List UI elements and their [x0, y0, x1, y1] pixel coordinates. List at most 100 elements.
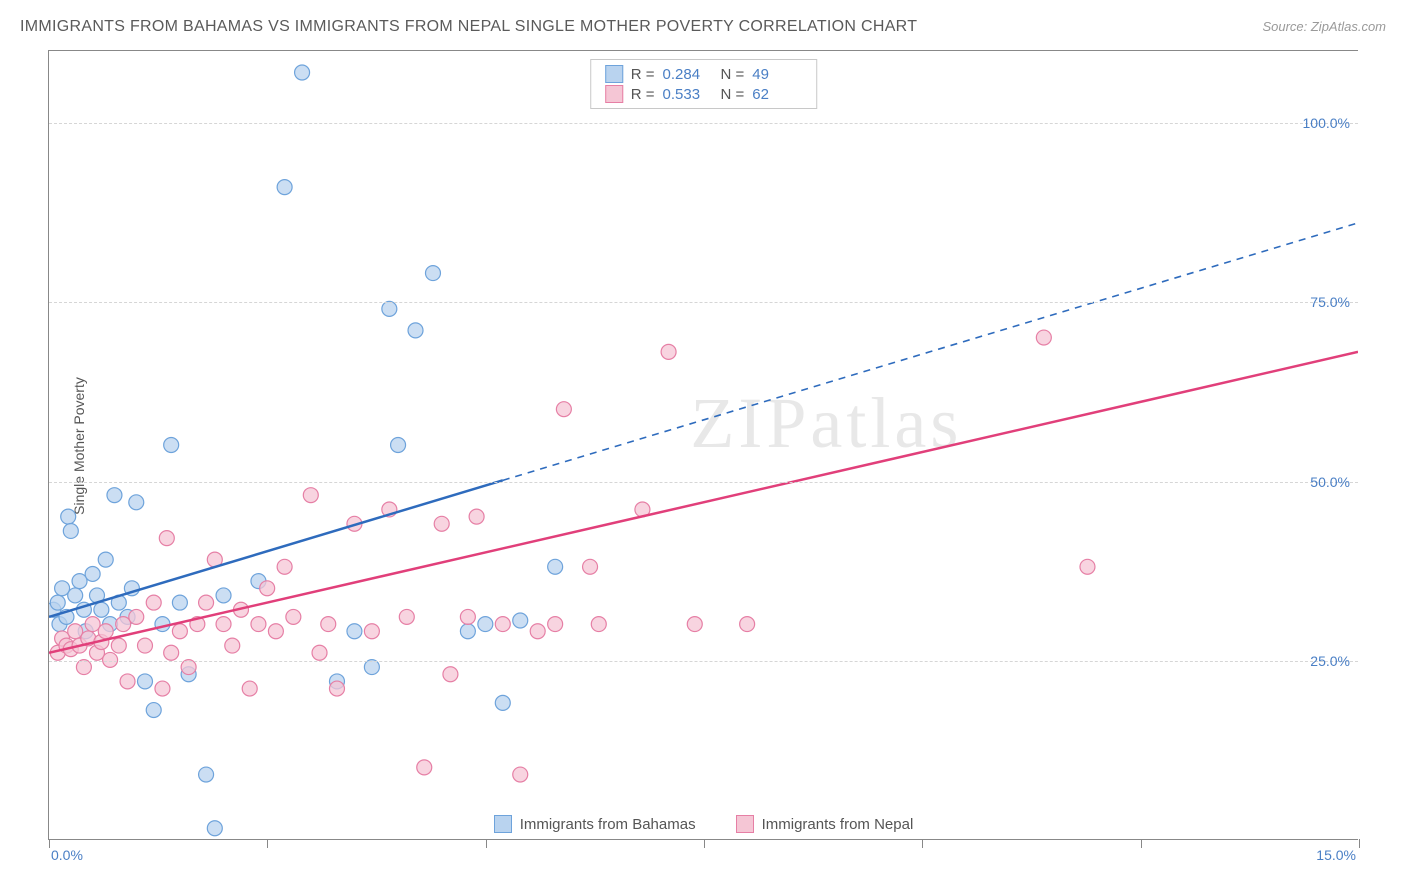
data-point [495, 695, 510, 710]
data-point [107, 488, 122, 503]
chart-plot-area: ZIPatlas R = 0.284 N = 49 R = 0.533 N = … [48, 50, 1358, 840]
swatch-bahamas [494, 815, 512, 833]
r-value-bahamas: 0.284 [663, 66, 713, 83]
data-point [155, 681, 170, 696]
data-point [111, 638, 126, 653]
data-point [478, 617, 493, 632]
data-point [286, 609, 301, 624]
source-attribution: Source: ZipAtlas.com [1262, 19, 1386, 34]
data-point [155, 617, 170, 632]
data-point [548, 617, 563, 632]
data-point [530, 624, 545, 639]
data-point [399, 609, 414, 624]
x-tick [486, 839, 487, 848]
data-point [137, 638, 152, 653]
data-point [159, 531, 174, 546]
data-point [591, 617, 606, 632]
data-point [172, 595, 187, 610]
data-point [408, 323, 423, 338]
data-point [434, 516, 449, 531]
data-point [164, 438, 179, 453]
data-point [85, 566, 100, 581]
data-point [50, 595, 65, 610]
data-point [129, 609, 144, 624]
x-tick [49, 839, 50, 848]
data-point [513, 767, 528, 782]
data-point [94, 602, 109, 617]
data-point [251, 617, 266, 632]
data-point [513, 613, 528, 628]
data-point [460, 624, 475, 639]
data-point [268, 624, 283, 639]
swatch-nepal [605, 85, 623, 103]
data-point [277, 180, 292, 195]
data-point [687, 617, 702, 632]
legend-item-nepal: Immigrants from Nepal [736, 815, 914, 833]
data-point [120, 674, 135, 689]
swatch-nepal [736, 815, 754, 833]
gridline [49, 661, 1358, 662]
data-point [295, 65, 310, 80]
x-axis-max-label: 15.0% [1316, 847, 1356, 863]
data-point [417, 760, 432, 775]
data-point [225, 638, 240, 653]
n-value-nepal: 62 [752, 86, 802, 103]
data-point [129, 495, 144, 510]
chart-title: IMMIGRANTS FROM BAHAMAS VS IMMIGRANTS FR… [20, 18, 917, 36]
trend-line [49, 352, 1358, 653]
data-point [312, 645, 327, 660]
x-tick [267, 839, 268, 848]
data-point [460, 609, 475, 624]
x-tick [704, 839, 705, 848]
data-point [321, 617, 336, 632]
x-tick [1141, 839, 1142, 848]
data-point [98, 624, 113, 639]
data-point [68, 588, 83, 603]
data-point [216, 617, 231, 632]
data-point [98, 552, 113, 567]
x-tick [1359, 839, 1360, 848]
y-tick-label: 100.0% [1303, 115, 1350, 131]
n-value-bahamas: 49 [752, 66, 802, 83]
data-point [61, 509, 76, 524]
series-label-bahamas: Immigrants from Bahamas [520, 816, 696, 833]
x-tick [922, 839, 923, 848]
data-point [583, 559, 598, 574]
legend-row-nepal: R = 0.533 N = 62 [605, 84, 803, 104]
data-point [548, 559, 563, 574]
legend-row-bahamas: R = 0.284 N = 49 [605, 64, 803, 84]
series-label-nepal: Immigrants from Nepal [762, 816, 914, 833]
data-point [382, 301, 397, 316]
data-point [425, 266, 440, 281]
data-point [1036, 330, 1051, 345]
data-point [443, 667, 458, 682]
data-point [556, 402, 571, 417]
data-point [277, 559, 292, 574]
gridline [49, 123, 1358, 124]
legend-item-bahamas: Immigrants from Bahamas [494, 815, 696, 833]
scatter-plot-svg [49, 51, 1358, 839]
data-point [63, 523, 78, 538]
series-legend: Immigrants from Bahamas Immigrants from … [49, 815, 1358, 833]
n-label: N = [721, 66, 745, 83]
r-label: R = [631, 66, 655, 83]
r-label: R = [631, 86, 655, 103]
data-point [303, 488, 318, 503]
y-tick-label: 50.0% [1310, 474, 1350, 490]
data-point [146, 703, 161, 718]
data-point [242, 681, 257, 696]
gridline [49, 302, 1358, 303]
data-point [164, 645, 179, 660]
data-point [740, 617, 755, 632]
data-point [495, 617, 510, 632]
data-point [364, 624, 379, 639]
data-point [391, 438, 406, 453]
data-point [347, 624, 362, 639]
trend-line-dashed [503, 223, 1358, 480]
data-point [260, 581, 275, 596]
data-point [469, 509, 484, 524]
swatch-bahamas [605, 65, 623, 83]
data-point [103, 652, 118, 667]
data-point [146, 595, 161, 610]
y-tick-label: 75.0% [1310, 294, 1350, 310]
